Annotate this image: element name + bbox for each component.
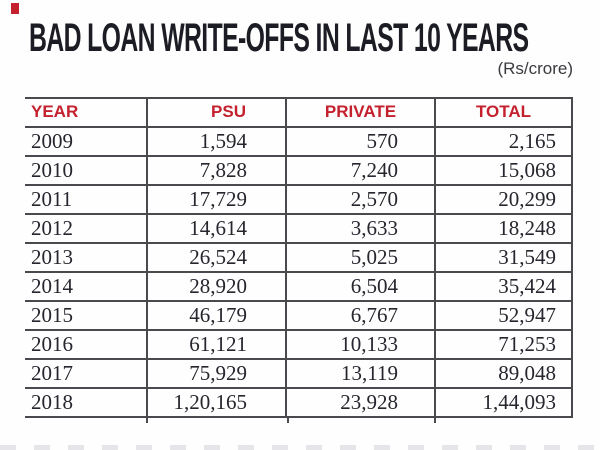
- scan-edge-artifact: [0, 445, 600, 450]
- private-cell: 6,767: [287, 302, 436, 329]
- private-cell: 5,025: [287, 244, 436, 271]
- total-cell: 52,947: [498, 303, 556, 327]
- year-cell: 2010: [25, 157, 148, 184]
- private-cell: 3,633: [287, 215, 436, 242]
- table-row: 2009 1,594 570 2,165: [25, 128, 571, 157]
- psu-cell: 26,524: [148, 244, 287, 271]
- total-cell: 20,299: [498, 187, 556, 211]
- table-row: 2012 14,614 3,633 18,248: [25, 215, 571, 244]
- private-cell: 6,504: [287, 273, 436, 300]
- psu-cell: 46,179: [148, 302, 287, 329]
- year-cell: 2012: [25, 215, 148, 242]
- column-header-total: TOTAL: [475, 102, 532, 121]
- private-cell: 7,240: [287, 157, 436, 184]
- psu-cell: 75,929: [148, 360, 287, 387]
- year-cell: 2011: [25, 186, 148, 213]
- psu-cell: 61,121: [148, 331, 287, 358]
- bad-loan-table: YEAR PSU PRIVATE TOTAL 2009 1,594 570 2,165…: [25, 97, 573, 423]
- table-row: 2011 17,729 2,570 20,299: [25, 186, 571, 215]
- private-cell: 570: [287, 128, 436, 155]
- table-row: 2013 26,524 5,025 31,549: [25, 244, 571, 273]
- psu-cell: 1,20,165: [148, 389, 287, 416]
- private-cell: 23,928: [287, 389, 436, 416]
- red-corner-mark: [11, 3, 19, 14]
- psu-cell: 14,614: [148, 215, 287, 242]
- table-row: 2016 61,121 10,133 71,253: [25, 331, 571, 360]
- total-cell: 89,048: [498, 361, 556, 385]
- psu-cell: 28,920: [148, 273, 287, 300]
- column-header-psu: PSU: [148, 99, 287, 126]
- psu-cell: 7,828: [148, 157, 287, 184]
- total-cell: 15,068: [498, 158, 556, 182]
- total-cell: 71,253: [498, 332, 556, 356]
- year-cell: 2016: [25, 331, 148, 358]
- table-row: 2018 1,20,165 23,928 1,44,093: [25, 389, 571, 418]
- year-cell: 2009: [25, 128, 148, 155]
- table-row: 2015 46,179 6,767 52,947: [25, 302, 571, 331]
- column-header-year: YEAR: [25, 99, 148, 126]
- year-cell: 2018: [25, 389, 148, 416]
- year-cell: 2013: [25, 244, 148, 271]
- total-cell: 1,44,093: [482, 390, 557, 414]
- unit-label: (Rs/crore): [497, 59, 573, 78]
- table-body: 2009 1,594 570 2,165 2010 7,828 7,240 15,068 201…: [25, 128, 571, 418]
- table-row: 2010 7,828 7,240 15,068: [25, 157, 571, 186]
- page-title: BAD LOAN WRITE-OFFS IN LAST 10 YEARS: [29, 16, 529, 60]
- total-cell: 18,248: [498, 216, 556, 240]
- year-cell: 2015: [25, 302, 148, 329]
- table-row: 2014 28,920 6,504 35,424: [25, 273, 571, 302]
- private-cell: 10,133: [287, 331, 436, 358]
- table-row: 2017 75,929 13,119 89,048: [25, 360, 571, 389]
- total-cell: 35,424: [498, 274, 556, 298]
- column-separator-tail: [146, 418, 148, 423]
- column-separator-tail: [287, 418, 289, 423]
- private-cell: 2,570: [287, 186, 436, 213]
- table-header-row: YEAR PSU PRIVATE TOTAL: [25, 99, 571, 128]
- column-separator-tail: [434, 418, 436, 423]
- year-cell: 2017: [25, 360, 148, 387]
- private-cell: 13,119: [287, 360, 436, 387]
- total-cell: 2,165: [508, 129, 556, 153]
- year-cell: 2014: [25, 273, 148, 300]
- psu-cell: 17,729: [148, 186, 287, 213]
- total-cell: 31,549: [498, 245, 556, 269]
- column-header-private: PRIVATE: [287, 99, 436, 126]
- psu-cell: 1,594: [148, 128, 287, 155]
